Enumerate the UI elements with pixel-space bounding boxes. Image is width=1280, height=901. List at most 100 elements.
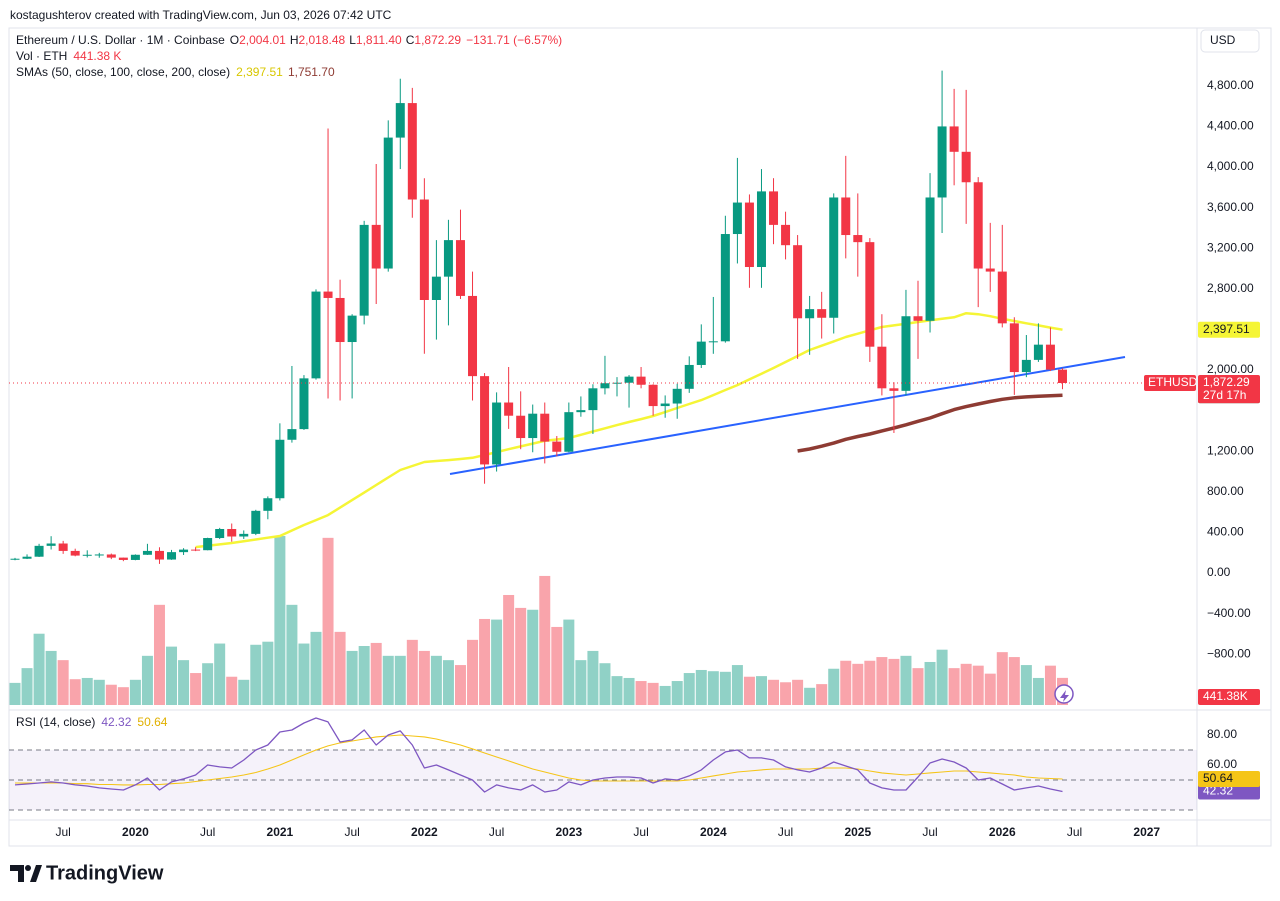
candle-body	[130, 554, 140, 560]
y-tick-label: −800.00	[1207, 646, 1251, 660]
countdown: 27d 17h	[1203, 388, 1246, 402]
x-tick-label: Jul	[922, 825, 937, 839]
volume-tag: 441.38K	[1203, 689, 1248, 703]
candle-body	[720, 234, 730, 342]
x-tick-label: 2026	[989, 825, 1016, 839]
volume-bar	[226, 676, 238, 705]
volume-bar	[768, 679, 780, 705]
candle-body	[239, 533, 249, 537]
volume-bar	[1044, 665, 1056, 705]
last-price-tag: 1,872.29	[1203, 375, 1250, 389]
y-tick-label: 800.00	[1207, 484, 1244, 498]
rsi-line	[14, 717, 1063, 793]
x-tick-label: Jul	[489, 825, 504, 839]
candle-body	[853, 235, 863, 243]
volume-bar	[262, 641, 274, 705]
candle-body	[829, 197, 839, 318]
currency-button[interactable]	[1200, 29, 1260, 53]
candle-body	[191, 549, 201, 551]
legend-row: Ethereum / U.S. Dollar · 1M · Coinbase O2…	[16, 33, 562, 47]
candle-body	[1021, 359, 1031, 373]
volume-bar	[936, 649, 948, 705]
sma-price-tag: 2,397.51	[1203, 322, 1250, 336]
symbol-tag-bg	[1144, 375, 1196, 392]
candle-body	[455, 240, 465, 296]
volume-bar	[647, 682, 659, 705]
volume-bar	[479, 618, 491, 705]
candle-body	[841, 197, 851, 236]
candle-body	[275, 439, 285, 499]
volume-bar	[394, 655, 406, 705]
candle-body	[708, 341, 718, 343]
candle-body	[359, 224, 369, 316]
volume-bar	[912, 668, 924, 705]
candle-body	[287, 429, 297, 440]
candle-body	[781, 224, 791, 246]
volume-bar	[876, 657, 888, 705]
volume-bar	[334, 631, 346, 705]
volume-bar	[996, 652, 1008, 705]
symbol-tag: ETHUSD	[1148, 375, 1198, 389]
volume-bar	[418, 650, 430, 705]
candle-body	[179, 549, 189, 553]
volume-bar	[743, 676, 755, 705]
candle-body	[431, 276, 441, 300]
x-tick-label: 2022	[411, 825, 438, 839]
volume-bar	[635, 681, 647, 705]
volume-bar	[587, 650, 599, 705]
volume-bar	[238, 679, 250, 705]
candle-body	[937, 126, 947, 198]
rsi-tag: 50.64	[1203, 771, 1233, 785]
alert-icon-glyph	[1060, 690, 1069, 702]
sma-line	[797, 393, 1063, 453]
candle-body	[335, 297, 345, 343]
volume-bar	[406, 639, 418, 705]
candle-body	[106, 554, 116, 558]
candle-body	[805, 309, 815, 319]
volume-bar	[370, 642, 382, 705]
legend-change: −131.71 (−6.57%)	[466, 33, 562, 47]
volume-bar	[816, 684, 828, 705]
volume-bar	[298, 643, 310, 705]
legend-row: RSI (14, close) 42.32 50.64	[16, 715, 168, 729]
candle-body	[203, 538, 213, 551]
volume-layer	[9, 536, 1068, 705]
last-price-tag-bg	[1198, 375, 1260, 404]
volume-bar	[467, 639, 479, 705]
candle-body	[889, 388, 899, 391]
candle-body	[443, 240, 453, 277]
candle-body	[142, 550, 152, 555]
volume-bar	[45, 650, 57, 705]
legend-title: Ethereum / U.S. Dollar · 1M · Coinbase	[16, 33, 225, 47]
volume-bar	[731, 665, 743, 705]
candle-body	[648, 384, 658, 407]
sma-price-tag-bg	[1198, 321, 1260, 338]
y-tick-label: 2,800.00	[1207, 281, 1254, 295]
volume-bar	[141, 655, 153, 705]
volume-bar	[924, 661, 936, 705]
candle-body	[347, 315, 357, 343]
candle-body	[528, 413, 538, 439]
volume-bar	[286, 604, 298, 705]
legend-row: Vol · ETH 441.38 K	[16, 49, 121, 63]
legend-key: O	[230, 33, 239, 47]
candle-body	[323, 291, 333, 298]
volume-bar	[948, 668, 960, 705]
volume-bar	[166, 646, 178, 705]
legend-key: L	[349, 33, 356, 47]
legend-row: SMAs (50, close, 100, close, 200, close)…	[16, 65, 335, 79]
y-tick-label: 4,800.00	[1207, 78, 1254, 92]
candle-body	[756, 191, 766, 268]
y-tick-label: 0.00	[1207, 565, 1231, 579]
rsi-tick-label: 80.00	[1207, 727, 1237, 741]
y-tick-label: 2,000.00	[1207, 362, 1254, 376]
candle-body	[118, 557, 128, 560]
y-tick-label: 4,400.00	[1207, 119, 1254, 133]
candle-body	[82, 554, 92, 556]
y-tick-label: −400.00	[1207, 606, 1251, 620]
rsi-line	[15, 734, 1063, 786]
volume-bar	[551, 626, 563, 705]
